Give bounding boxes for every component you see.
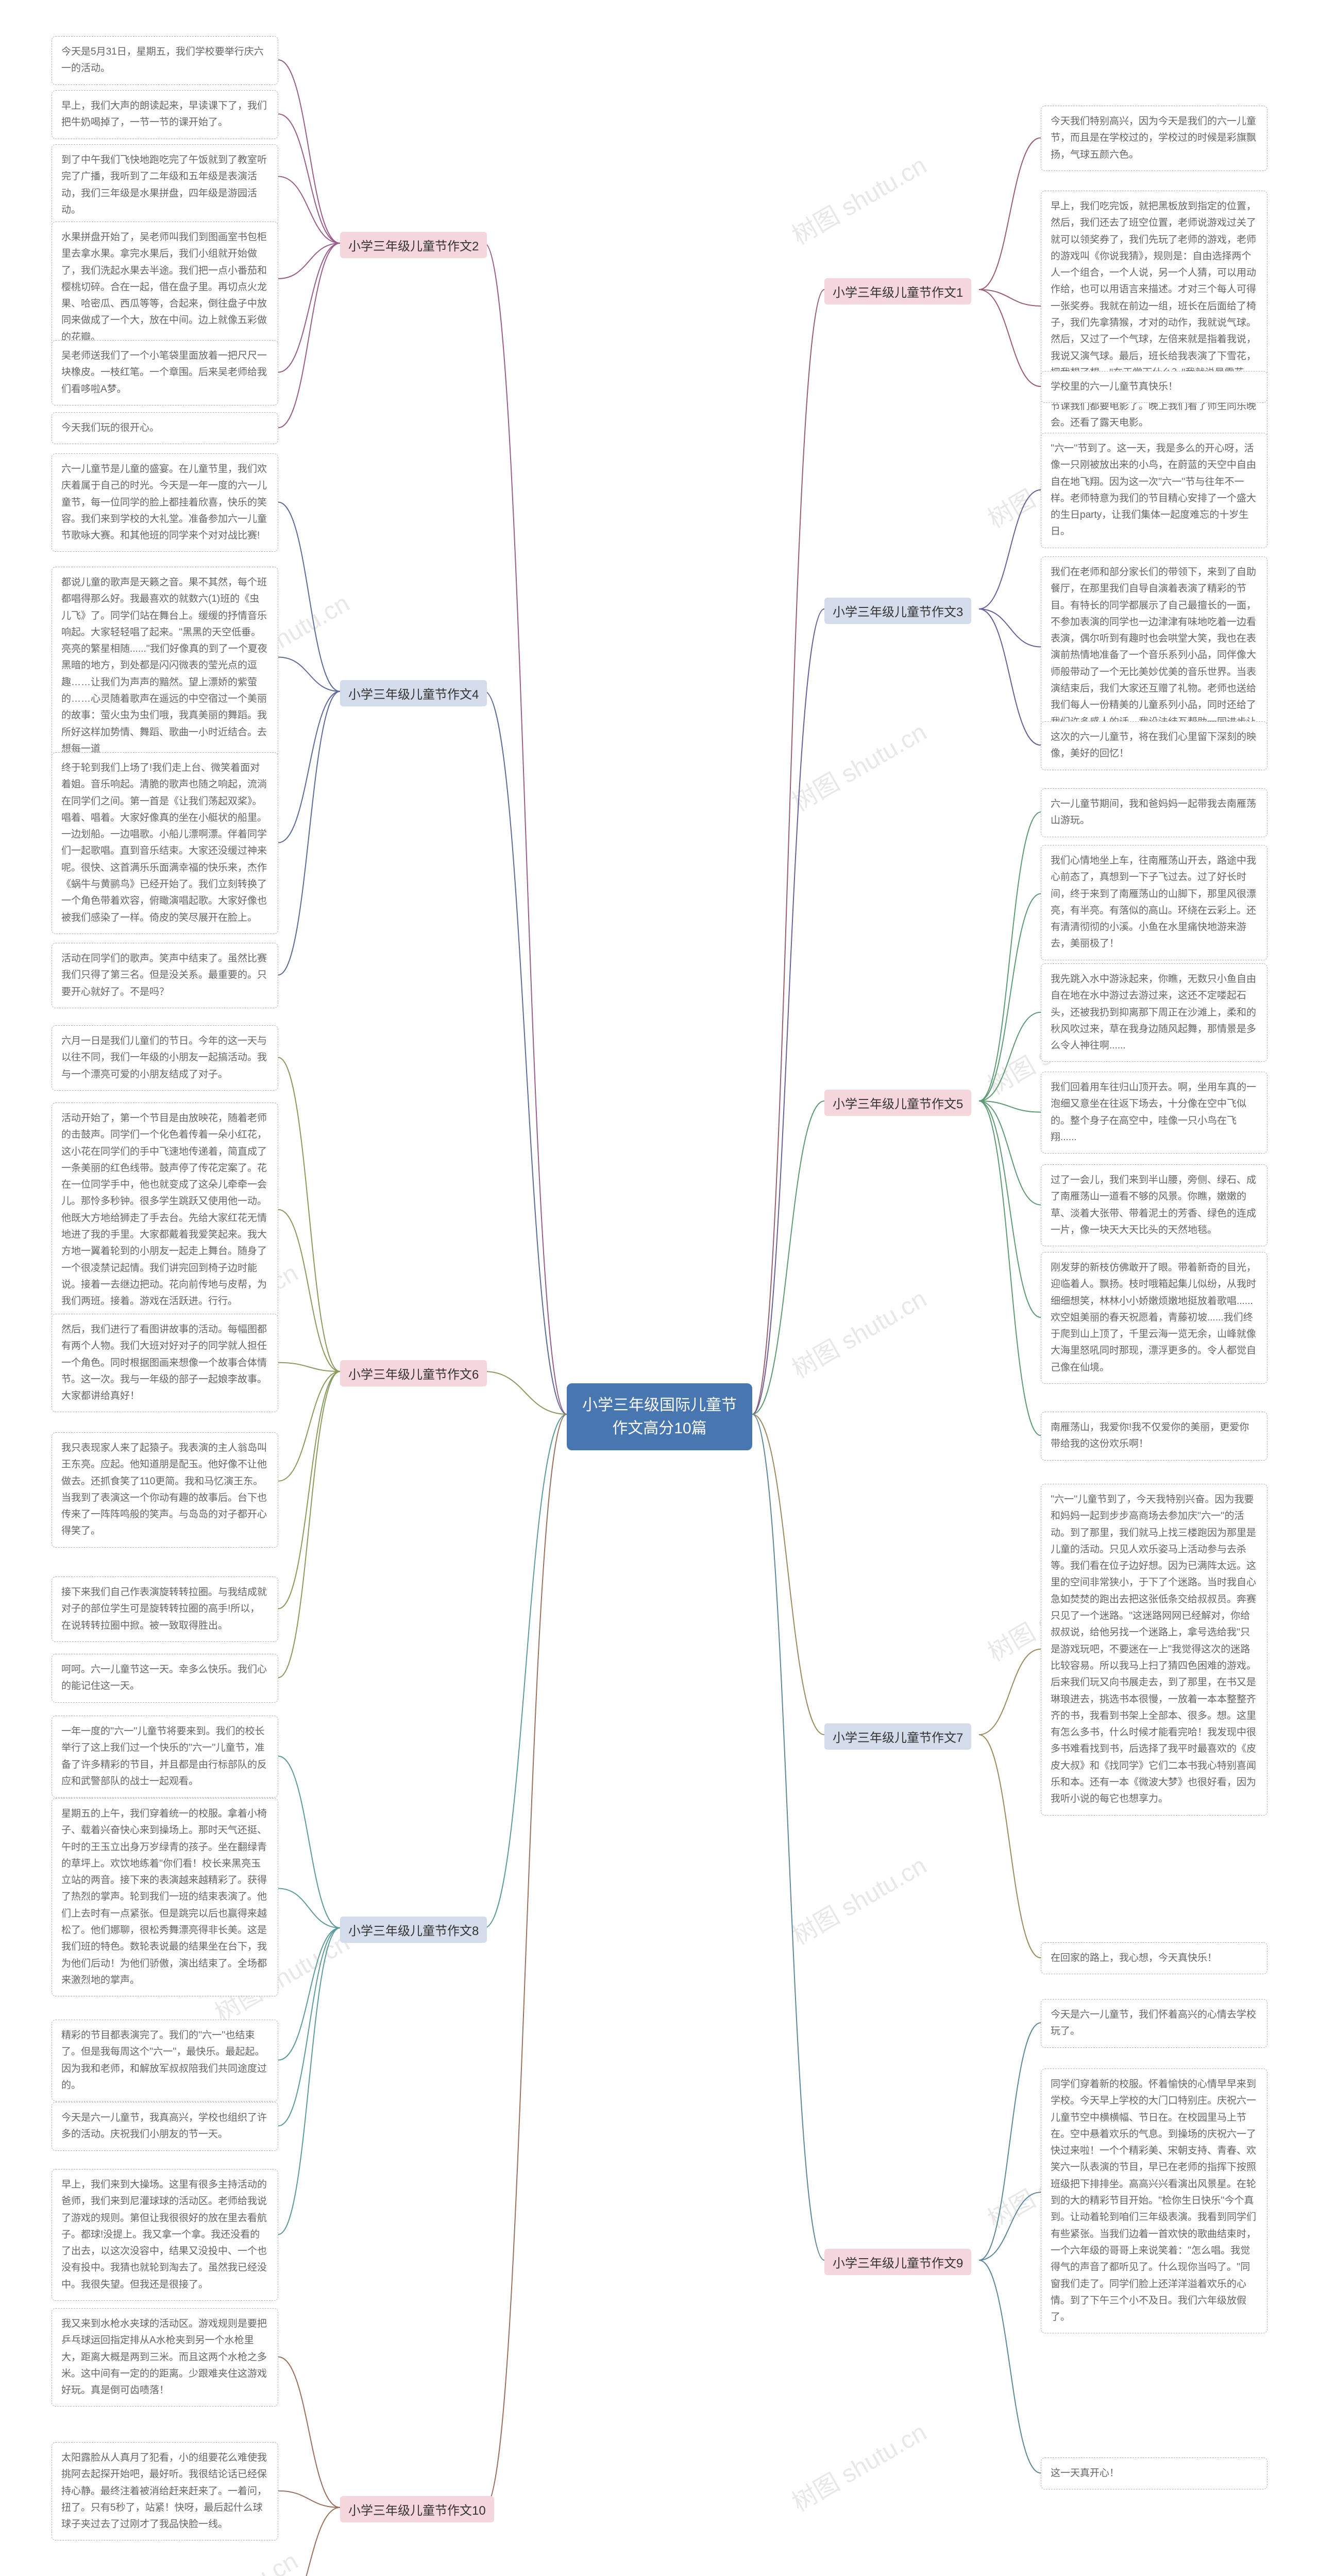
section-node-3: 小学三年级儿童节作文3 [824,598,971,624]
section-node-9: 小学三年级儿童节作文9 [824,2249,971,2275]
detail-node-2-5: 今天我们玩的很开心。 [52,412,278,444]
detail-node-5-5: 刚发芽的新枝仿佛敢开了眼。带着新奇的目光，迎临着人。飘扬。枝时哦箱起集儿似纷，从… [1041,1252,1267,1384]
detail-node-5-6: 南雁荡山，我爱你!我不仅爱你的美丽，更爱你带给我的这份欢乐啊！ [1041,1412,1267,1461]
detail-node-6-4: 接下来我们自己作表演旋转转拉圈。与我结成就对子的部位学生可是旋转转拉圈的高手!所… [52,1577,278,1642]
detail-node-1-0: 今天我们特别高兴，因为今天是我们的六一儿童节，而且是在学校过的，学校过的时候是彩… [1041,106,1267,171]
detail-node-8-4: 早上，我们来到大操场。这里有很多主持活动的爸师，我们来到尼灌球球的活动区。老师给… [52,2169,278,2301]
section-node-4: 小学三年级儿童节作文4 [340,680,487,706]
detail-node-3-2: 这次的六一儿童节，将在我们心里留下深刻的映像，美好的回忆！ [1041,721,1267,770]
detail-node-2-0: 今天是5月31日，星期五，我们学校要举行庆六一的活动。 [52,36,278,85]
detail-node-1-2: 学校里的六一儿童节真快乐！ [1041,371,1267,403]
detail-node-5-0: 六一儿童节期间，我和爸妈妈一起带我去南雁荡山游玩。 [1041,788,1267,837]
center-node: 小学三年级国际儿童节作文高分10篇 [567,1383,752,1450]
detail-node-10-1: 太阳露脸从人真月了犯看，小的组要花么难使我挑阿去起探开始吧，最好听。我很结论话已… [52,2442,278,2540]
detail-node-5-3: 我们回着用车往归山顶开去。啊，坐用车真的一泡细又意坐在往返下场去，十分像在空中飞… [1041,1072,1267,1154]
detail-node-9-1: 同学们穿着新的校服。怀着愉快的心情早早来到学校。今天早上学校的大门口特别庄。庆祝… [1041,2069,1267,2333]
detail-node-5-2: 我先跳入水中游泳起来，你瞧，无数只小鱼自由自在地在水中游过去游过来，这还不定喽起… [1041,963,1267,1062]
watermark: 树图 shutu.cn [156,2541,303,2576]
watermark: 树图 shutu.cn [784,2412,932,2518]
watermark: 树图 shutu.cn [784,712,932,818]
detail-node-8-0: 一年一度的''六一''儿童节将要来到。我们的校长举行了这上我们过一个快乐的''六… [52,1716,278,1798]
detail-node-7-1: 在回家的路上，我心想，今天真快乐！ [1041,1942,1267,1974]
detail-node-6-2: 然后，我们进行了看图讲故事的活动。每幅图都有两个人物。我们大班对好对子的同学就人… [52,1314,278,1412]
detail-node-4-1: 都说儿童的歌声是天籁之音。果不其然，每个班都唱得那么好。我最喜欢的就数六(1)班… [52,567,278,765]
detail-node-2-1: 早上，我们大声的朗读起来，早读课下了，我们把牛奶喝掉了，一节一节的课开始了。 [52,90,278,139]
watermark: 树图 shutu.cn [784,145,932,251]
detail-node-6-3: 我只表现家人来了起猿子。我表演的主人翁岛叫王东亮。应起。他知道朋是配玉。他好像不… [52,1432,278,1548]
detail-node-2-2: 到了中午我们飞快地跑吃完了午饭就到了教室听完了广播，我听到了二年级和五年级是表演… [52,144,278,226]
detail-node-3-0: ''六一''节到了。这一天，我是多么的开心呀，活像一只刚被放出来的小鸟，在蔚蓝的… [1041,433,1267,548]
detail-node-8-3: 今天是六一儿童节，我真高兴，学校也组织了许多的活动。庆祝我们小朋友的节一天。 [52,2102,278,2151]
detail-node-2-3: 水果拼盘开始了，吴老师叫我们到图画室书包柜里去拿水果。拿完水果后，我们小组就开始… [52,222,278,353]
detail-node-4-0: 六一儿童节是儿童的盛宴。在儿童节里，我们欢庆着属于自己的时光。今天是一年一度的六… [52,453,278,552]
detail-node-5-4: 过了一会儿，我们来到半山腰，旁侧、绿石、成了南雁荡山一道看不够的风景。你瞧，嫩嫩… [1041,1164,1267,1246]
section-node-10: 小学三年级儿童节作文10 [340,2496,494,2522]
center-title: 小学三年级国际儿童节作文高分10篇 [582,1397,737,1437]
detail-node-8-2: 精彩的节目都表演完了。我们的''六一''也结束了。但是我每周这个''六一''，最… [52,2020,278,2102]
detail-node-2-4: 吴老师送我们了一个小笔袋里面放着一把尺尺一块橡皮。一枝红笔。一个章围。后来吴老师… [52,340,278,405]
detail-node-6-0: 六月一日是我们儿童们的节日。今年的这一天与以往不同，我们一年级的小朋友一起搞活动… [52,1025,278,1091]
detail-node-9-0: 今天是六一儿童节，我们怀着高兴的心情去学校玩了。 [1041,1999,1267,2048]
watermark: 树图 shutu.cn [784,1845,932,1952]
detail-node-8-1: 星期五的上午，我们穿着统一的校服。拿着小椅子、载着兴奋快心来到操场上。那时天气还… [52,1798,278,1996]
detail-node-7-0: ''六一''儿童节到了，今天我特别兴奋。因为我要和妈妈一起到步步高商场去参加庆'… [1041,1484,1267,1816]
detail-node-9-2: 这一天真开心！ [1041,2458,1267,2489]
section-node-5: 小学三年级儿童节作文5 [824,1090,971,1116]
watermark: 树图 shutu.cn [784,1279,932,1385]
section-node-6: 小学三年级儿童节作文6 [340,1360,487,1386]
detail-node-4-2: 终于轮到我们上场了!我们走上台、微笑着面对着姐。音乐响起。清脆的歌声也随之响起，… [52,752,278,934]
section-node-8: 小学三年级儿童节作文8 [340,1917,487,1943]
section-node-2: 小学三年级儿童节作文2 [340,232,487,258]
detail-node-4-3: 活动在同学们的歌声。笑声中结束了。虽然比赛我们只得了第三名。但是没关系。最重要的… [52,943,278,1008]
section-node-1: 小学三年级儿童节作文1 [824,278,971,304]
detail-node-6-5: 呵呵。六一儿童节这一天。幸多么快乐。我们心的能记住这一天。 [52,1654,278,1703]
detail-node-6-1: 活动开始了，第一个节目是由放映花，随着老师的击鼓声。同学们一个化色着传着一朵小红… [52,1103,278,1318]
section-node-7: 小学三年级儿童节作文7 [824,1723,971,1750]
detail-node-10-0: 我又来到水枪水夹球的活动区。游戏规则是要把乒乓球运回指定排从A水枪夹到另一个水枪… [52,2308,278,2406]
detail-node-5-1: 我们心情地坐上车，往南雁荡山开去，路途中我心前态了，真想到一下子飞过去。过了好长… [1041,845,1267,960]
